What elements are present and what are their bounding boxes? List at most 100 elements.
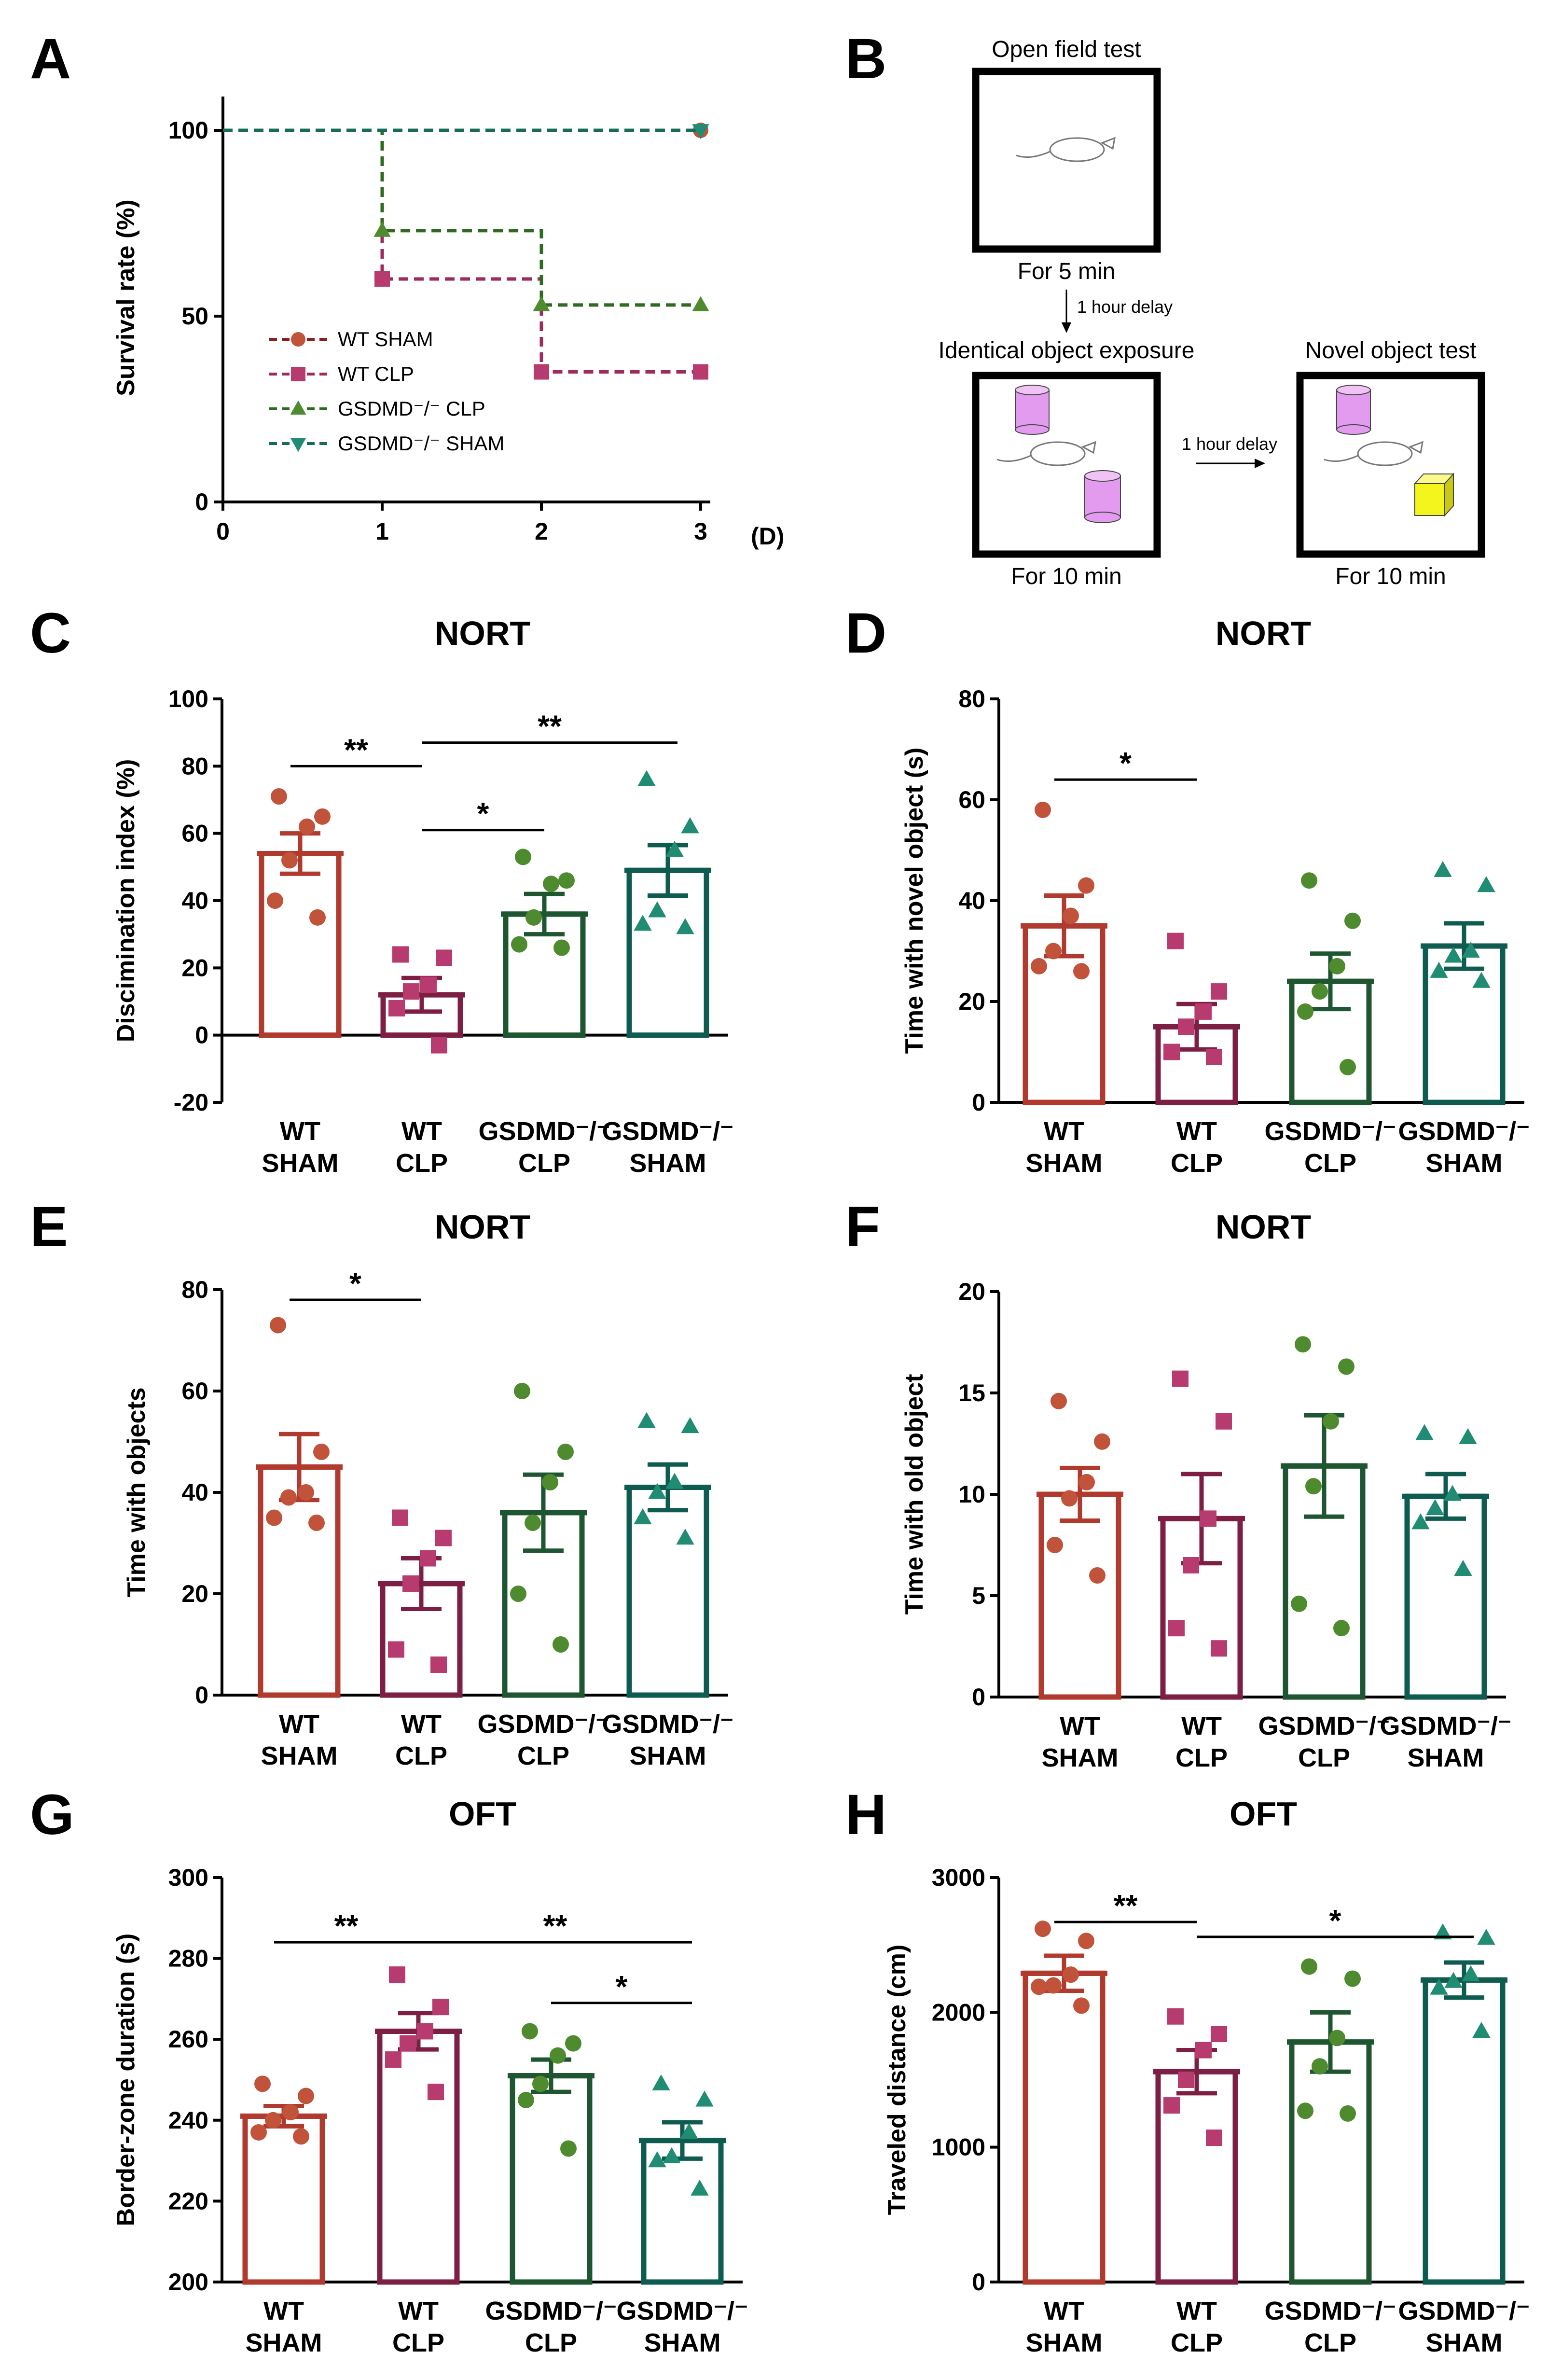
mouse-icon	[1016, 137, 1116, 162]
y-tick-label: 0	[195, 488, 208, 515]
significance-label: **	[538, 709, 562, 744]
data-point	[388, 1641, 404, 1658]
data-point	[1063, 907, 1079, 924]
chart-title: NORT	[435, 1208, 530, 1246]
category-label: SHAM	[630, 1149, 706, 1178]
category-label: GSDMD⁻/⁻	[477, 1710, 609, 1739]
data-point	[265, 2112, 281, 2129]
y-tick-label: 5	[972, 1582, 985, 1609]
y-axis-label: Time with old object	[900, 1374, 928, 1615]
data-point	[1312, 2058, 1328, 2075]
mouse-icon	[1324, 441, 1424, 466]
y-tick-label: 0	[972, 1089, 985, 1116]
data-point	[309, 909, 326, 926]
category-label: CLP	[1304, 2328, 1356, 2357]
significance-label: **	[1114, 1888, 1138, 1923]
x-tick-label: 3	[694, 518, 707, 545]
bar-0	[259, 850, 342, 1038]
chart-title: OFT	[449, 1795, 516, 1833]
y-tick-label: -20	[174, 1089, 208, 1116]
novel-duration: For 10 min	[1335, 564, 1446, 589]
y-tick-label: 100	[168, 685, 208, 712]
data-point	[510, 1586, 526, 1602]
data-point	[550, 2047, 566, 2064]
data-point	[1031, 958, 1047, 974]
bar-0	[1038, 1491, 1121, 1700]
legend-item-wt-sham: WT SHAM	[338, 328, 433, 350]
data-point	[1434, 861, 1452, 877]
category-label: GSDMD⁻/⁻	[1380, 1712, 1511, 1740]
category-label: CLP	[395, 1741, 447, 1770]
data-point	[1329, 2030, 1345, 2046]
data-point	[1211, 983, 1227, 1000]
delay-label-2: 1 hour delay	[1182, 434, 1277, 454]
data-point	[1415, 1424, 1434, 1440]
data-point	[271, 788, 287, 805]
y-tick-label: 40	[181, 887, 208, 914]
cylinder-icon	[1015, 385, 1050, 435]
cylinder-icon	[1084, 470, 1121, 523]
novel-object-time-chart: NORT Time with novel object (s) 0 20 40 60 80 W…	[900, 614, 1530, 1178]
legend-marker	[291, 332, 305, 347]
significance-label: *	[1329, 1903, 1341, 1938]
data-point	[543, 876, 559, 892]
y-tick-label: 40	[958, 887, 985, 914]
data-point	[637, 1412, 656, 1428]
category-label: WT	[279, 1710, 319, 1739]
data-point	[432, 1999, 449, 2016]
data-point	[1297, 1003, 1313, 1020]
data-point	[402, 1575, 419, 1592]
category-label: WT	[280, 1117, 320, 1146]
data-point	[428, 2084, 444, 2101]
bar-2	[1289, 2039, 1372, 2285]
y-tick-label: 280	[168, 1945, 208, 1972]
y-tick-label: 0	[195, 1682, 208, 1709]
y-tick-label: 0	[195, 1022, 208, 1049]
data-point	[1344, 912, 1361, 929]
data-point	[691, 2179, 709, 2196]
data-point	[436, 949, 452, 966]
data-point	[1094, 1433, 1110, 1450]
data-point	[665, 840, 684, 857]
data-point	[1035, 1921, 1051, 1937]
data-point	[1168, 1620, 1185, 1637]
data-point	[1477, 876, 1495, 892]
data-point	[1206, 1048, 1222, 1065]
chart-title: OFT	[1230, 1795, 1297, 1833]
data-point	[1426, 1499, 1444, 1515]
category-label: GSDMD⁻/⁻	[1258, 1712, 1390, 1740]
data-point	[1444, 1972, 1463, 1988]
traveled-distance-chart: OFT Traveled distance (cm) 0 1000 2000 3000 WT…	[883, 1795, 1530, 2357]
data-point	[403, 983, 419, 1000]
survival-point	[534, 364, 549, 380]
data-point	[1333, 1620, 1350, 1637]
data-point	[1183, 1557, 1199, 1573]
data-point	[420, 976, 437, 993]
data-point	[1195, 2042, 1212, 2059]
data-point	[553, 1636, 569, 1653]
x-tick-label: 0	[216, 518, 230, 545]
data-point	[298, 2088, 314, 2104]
data-point	[420, 1550, 436, 1567]
category-label: WT	[1181, 1712, 1222, 1740]
data-point	[532, 2075, 549, 2092]
data-point	[1035, 801, 1051, 818]
data-point	[1216, 1413, 1232, 1430]
panel-letter-d: D	[845, 601, 886, 665]
data-point	[1172, 1370, 1189, 1387]
mouse-icon	[996, 441, 1096, 466]
data-point	[514, 1383, 530, 1399]
category-label: WT	[1044, 1117, 1084, 1146]
category-label: SHAM	[1408, 1743, 1484, 1772]
data-point	[557, 1444, 574, 1460]
survival-ylabel: Survival rate (%)	[112, 199, 140, 396]
data-point	[1045, 1977, 1062, 1994]
significance-label: **	[344, 732, 368, 767]
y-tick-label: 60	[181, 1378, 208, 1405]
data-point	[565, 2035, 581, 2052]
identical-title: Identical object exposure	[939, 338, 1195, 363]
data-point	[634, 915, 652, 931]
data-point	[1163, 1044, 1180, 1060]
data-point	[314, 808, 331, 825]
data-point	[1047, 1537, 1063, 1553]
